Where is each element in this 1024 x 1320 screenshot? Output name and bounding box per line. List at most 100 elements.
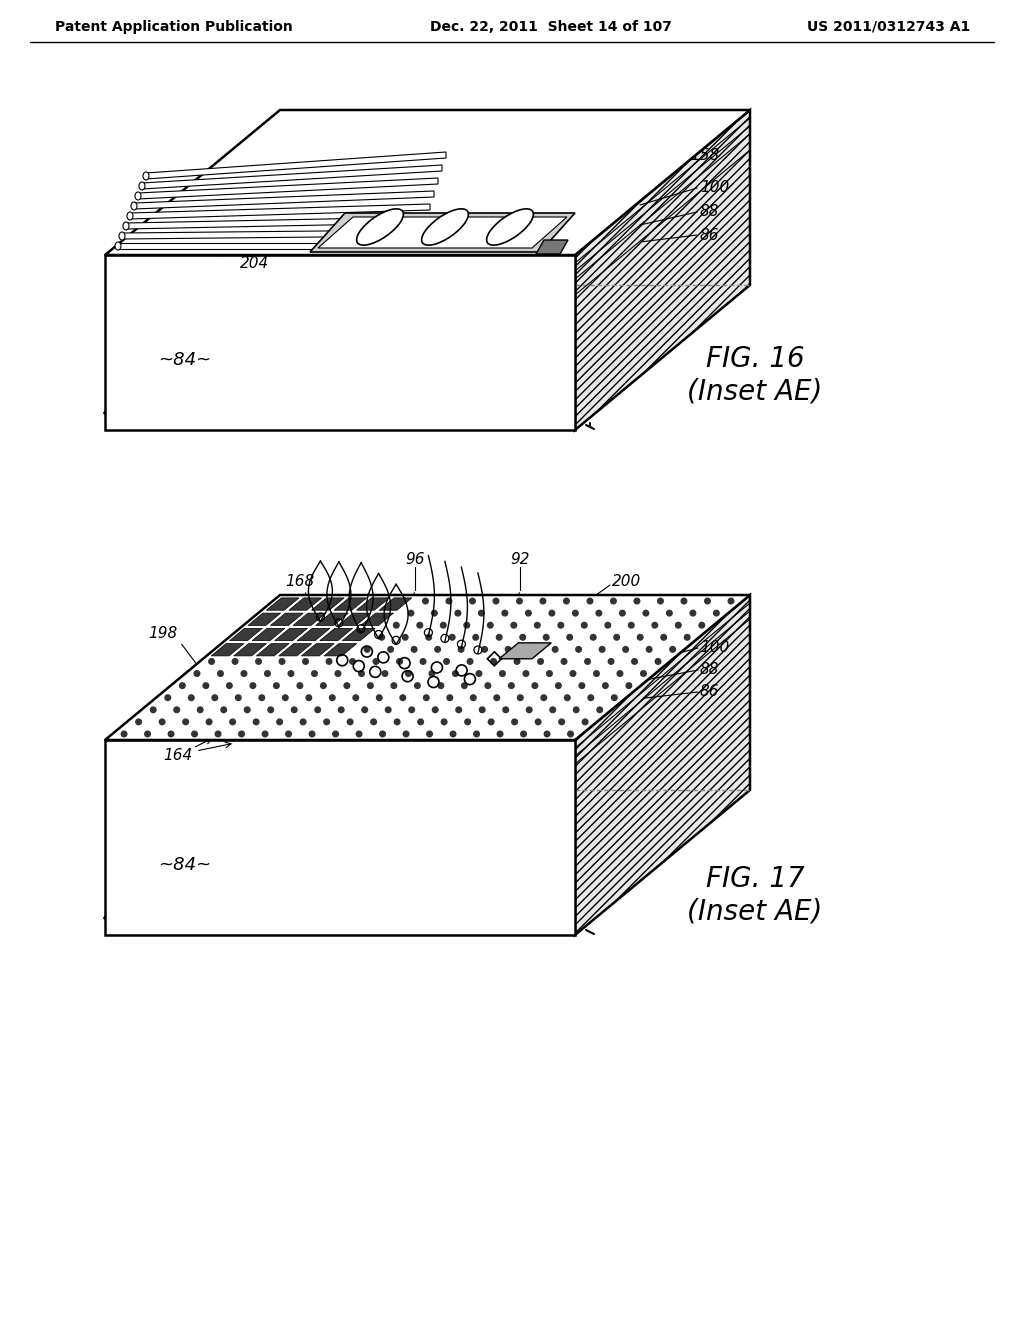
Circle shape [608,659,613,664]
Text: 200: 200 [612,574,641,590]
Circle shape [412,647,417,652]
Circle shape [168,731,174,737]
Circle shape [218,671,223,676]
Polygon shape [118,243,418,249]
Circle shape [432,708,438,713]
Circle shape [393,623,399,628]
Polygon shape [134,191,434,209]
Circle shape [465,719,470,725]
Circle shape [550,708,555,713]
Circle shape [253,719,259,725]
Circle shape [121,731,127,737]
Circle shape [330,694,335,701]
Polygon shape [338,612,371,626]
Ellipse shape [123,222,129,230]
Circle shape [605,623,610,628]
Polygon shape [279,644,311,656]
Ellipse shape [119,232,125,240]
Circle shape [435,647,440,652]
Circle shape [179,682,185,689]
Circle shape [532,682,538,689]
Circle shape [441,719,446,725]
Circle shape [438,682,443,689]
Polygon shape [266,598,299,610]
Circle shape [368,682,373,689]
Circle shape [517,694,523,701]
Circle shape [382,671,388,676]
Circle shape [356,731,361,737]
Circle shape [402,635,408,640]
Circle shape [391,682,396,689]
Circle shape [183,719,188,725]
Circle shape [286,731,292,737]
Ellipse shape [486,209,534,246]
Circle shape [634,598,640,603]
Circle shape [358,671,365,676]
Text: 66: 66 [655,598,675,614]
Circle shape [655,659,660,664]
Polygon shape [105,741,575,935]
Circle shape [544,635,549,640]
Polygon shape [270,612,303,626]
Circle shape [690,610,695,616]
Circle shape [292,708,297,713]
Circle shape [396,659,402,664]
Circle shape [385,708,391,713]
Circle shape [535,623,540,628]
Circle shape [599,647,605,652]
Circle shape [303,659,308,664]
Ellipse shape [139,182,145,190]
Circle shape [446,598,452,603]
Circle shape [494,598,499,603]
Circle shape [321,682,327,689]
Polygon shape [142,165,442,189]
Circle shape [459,647,464,652]
Polygon shape [233,644,266,656]
Text: ~84~: ~84~ [159,351,212,370]
Circle shape [203,682,209,689]
Circle shape [431,610,437,616]
Circle shape [525,610,531,616]
Circle shape [699,623,705,628]
Polygon shape [211,644,244,656]
Circle shape [198,708,203,713]
Text: US 2011/0312743 A1: US 2011/0312743 A1 [807,20,970,34]
Circle shape [236,694,241,701]
Circle shape [280,659,285,664]
Circle shape [288,671,294,676]
Circle shape [482,647,487,652]
Circle shape [144,731,151,737]
Circle shape [611,694,617,701]
Text: 88: 88 [700,663,720,677]
Text: 90: 90 [358,143,378,157]
Polygon shape [248,612,281,626]
Circle shape [429,671,435,676]
Circle shape [573,708,579,713]
Circle shape [400,694,406,701]
Circle shape [353,694,358,701]
Circle shape [563,598,569,603]
Circle shape [602,682,608,689]
Circle shape [479,708,485,713]
Circle shape [335,671,341,676]
Circle shape [447,694,453,701]
Circle shape [500,671,505,676]
Circle shape [347,719,353,725]
Text: ~84~: ~84~ [159,855,212,874]
Circle shape [646,647,652,652]
Circle shape [536,719,541,725]
Circle shape [350,659,355,664]
Circle shape [283,694,288,701]
Circle shape [440,623,446,628]
Circle shape [388,647,393,652]
Circle shape [667,610,672,616]
Text: 86: 86 [700,227,720,243]
Circle shape [245,708,250,713]
Circle shape [462,682,467,689]
Circle shape [521,731,526,737]
Circle shape [226,682,232,689]
Polygon shape [138,178,438,199]
Circle shape [276,719,283,725]
Circle shape [641,671,646,676]
Circle shape [473,635,478,640]
